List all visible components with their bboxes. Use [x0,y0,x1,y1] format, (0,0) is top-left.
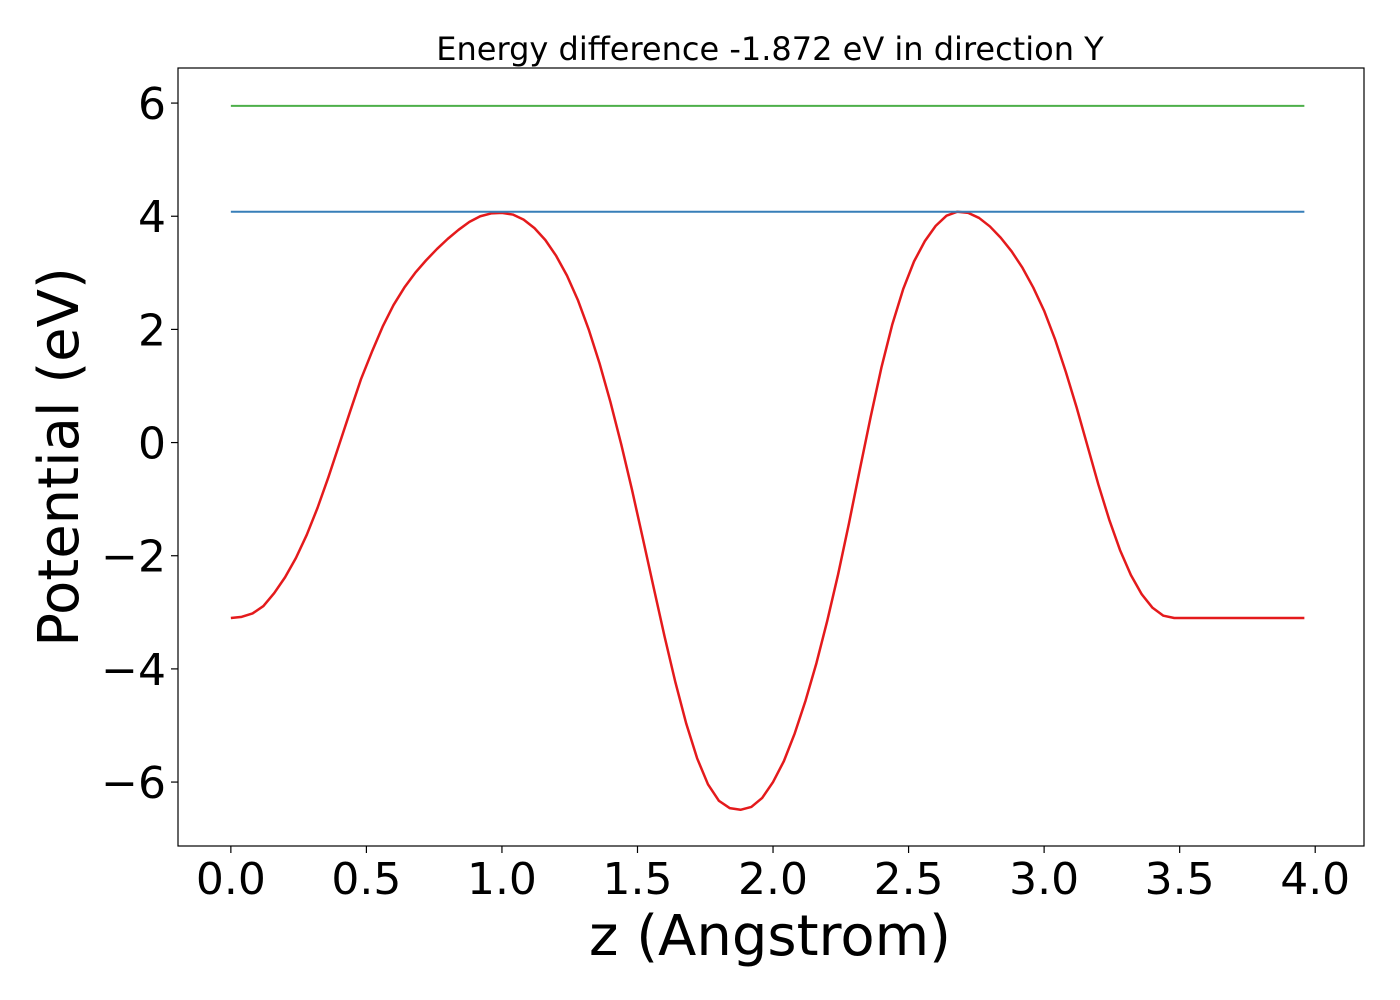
x-tick-label: 2.0 [738,854,808,905]
y-axis-ticks: −6 −4 −2 0 2 4 6 [101,79,178,809]
x-tick-label: 1.5 [602,854,672,905]
chart-title: Energy difference -1.872 eV in direction… [436,30,1104,68]
y-tick-label: 2 [138,305,166,356]
x-axis-label: z (Angstrom) [589,904,951,969]
y-axis-label: Potential (eV) [27,267,92,647]
x-tick-label: 0.5 [331,854,401,905]
x-tick-label: 3.0 [1009,854,1079,905]
y-tick-label: −4 [101,645,166,696]
x-tick-label: 3.5 [1145,854,1215,905]
x-tick-label: 2.5 [874,854,944,905]
series-layer [230,104,1305,812]
x-tick-label: 4.0 [1280,854,1350,905]
series-line-potential [230,210,1305,812]
y-tick-label: −6 [101,758,166,809]
y-tick-label: 4 [138,192,166,243]
plot-frame [177,67,1365,847]
x-tick-label: 1.0 [467,854,537,905]
x-axis-ticks: 0.0 0.5 1.0 1.5 2.0 2.5 3.0 3.5 4.0 [196,846,1350,905]
y-tick-label: −2 [101,532,166,583]
plot-area [177,67,1365,847]
y-tick-label: 0 [138,419,166,470]
x-tick-label: 0.0 [196,854,266,905]
y-tick-label: 6 [138,79,166,130]
